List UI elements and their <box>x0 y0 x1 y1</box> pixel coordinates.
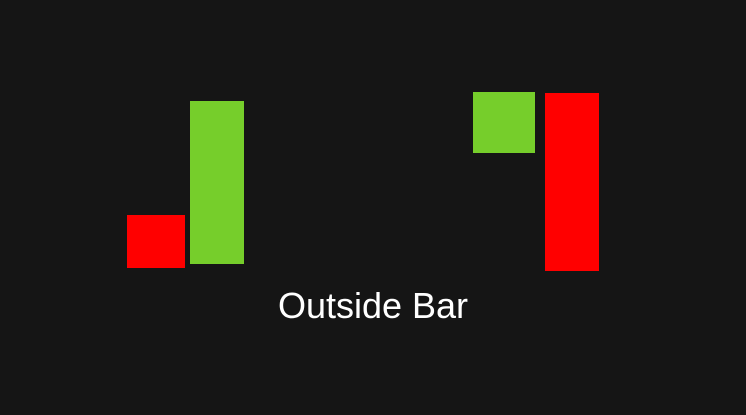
candle-first-bearish <box>127 215 185 268</box>
candle-second-bullish <box>190 101 244 264</box>
bullish-outside-bar-pattern <box>127 101 244 268</box>
candle-second-bearish <box>545 93 599 271</box>
candle-first-bullish <box>473 92 535 153</box>
diagram-caption: Outside Bar <box>277 285 469 326</box>
bearish-outside-bar-pattern <box>473 92 599 271</box>
